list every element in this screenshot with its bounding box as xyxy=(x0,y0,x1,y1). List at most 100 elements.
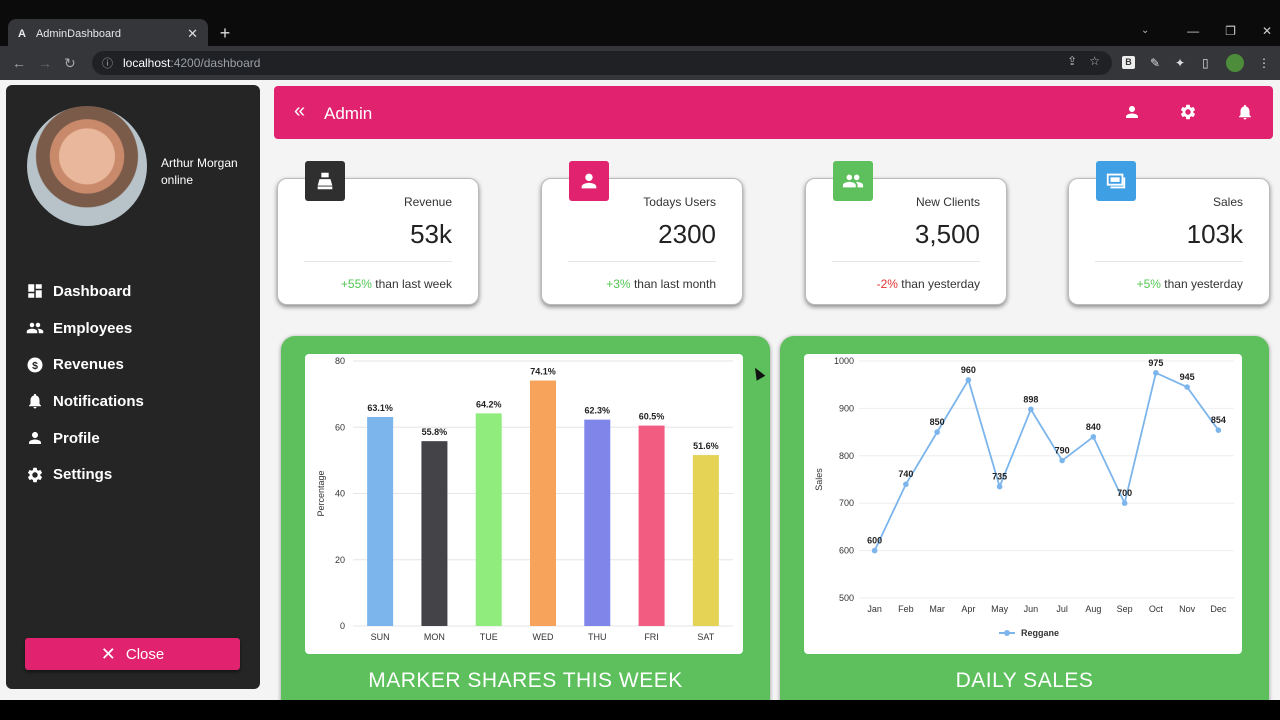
x-tick-label: Jan xyxy=(867,604,882,614)
group-icon xyxy=(842,174,864,188)
card-change-suffix: than last week xyxy=(371,277,452,291)
bar-data-label: 64.2% xyxy=(476,399,502,409)
point-data-label: 735 xyxy=(992,472,1007,482)
browser-menu-icon[interactable]: ⋮ xyxy=(1258,56,1270,70)
card-badge xyxy=(833,161,873,201)
sidebar-item-employees[interactable]: Employees xyxy=(26,310,144,347)
line-chart-title: DAILY SALES xyxy=(955,669,1094,692)
minimize-icon[interactable]: — xyxy=(1187,24,1200,38)
stat-card-revenue: Revenue 53k +55% than last week xyxy=(277,161,479,305)
point-data-label: 898 xyxy=(1023,394,1038,404)
card-change-suffix: than last month xyxy=(630,277,716,291)
sidebar-item-revenues[interactable]: $ Revenues xyxy=(26,346,144,383)
screen-bottom-edge xyxy=(0,700,1280,720)
card-badge xyxy=(1096,161,1136,201)
data-point xyxy=(1028,406,1034,413)
point-data-label: 600 xyxy=(867,536,882,546)
point-data-label: 960 xyxy=(961,365,976,375)
x-tick-label: TUE xyxy=(480,632,498,642)
close-button-label: Close xyxy=(125,645,165,663)
browser-tab[interactable]: A AdminDashboard ✕ xyxy=(8,19,208,48)
new-tab-button[interactable]: + xyxy=(219,23,231,43)
account-icon[interactable] xyxy=(1123,103,1141,121)
y-tick-label: 800 xyxy=(839,451,854,461)
x-tick-label: Apr xyxy=(961,604,975,614)
restore-icon[interactable]: ❐ xyxy=(1225,24,1236,38)
bar-data-label: 55.8% xyxy=(422,427,448,437)
bar xyxy=(367,416,394,626)
x-tick-label: SAT xyxy=(697,632,714,642)
data-point xyxy=(934,429,940,435)
line-chart: 500 600 700 800 900 1000 Sales 600 740 850 960 735 8… xyxy=(814,356,1234,638)
point-data-label: 945 xyxy=(1180,372,1195,382)
window-controls: — ❐ ✕ xyxy=(1187,24,1272,38)
x-tick-label: SUN xyxy=(371,632,390,642)
sidebar: Arthur Morgan online Dashboard Employees… xyxy=(6,85,260,689)
sidebar-item-notifications[interactable]: Notifications xyxy=(26,383,144,420)
sidebar-item-label: Settings xyxy=(53,466,113,484)
sidebar-item-settings[interactable]: Settings xyxy=(26,456,144,493)
card-change-suffix: than yesterday xyxy=(1160,277,1243,291)
card-change: +55% xyxy=(340,277,372,291)
y-tick-label: 80 xyxy=(335,356,345,366)
url-input[interactable]: ⓘ localhost:4200/dashboard ⇪ ☆ xyxy=(92,51,1112,75)
side-panel-icon[interactable]: ▯ xyxy=(1202,56,1209,70)
x-tick-label: Jul xyxy=(1056,604,1068,614)
settings-icon[interactable] xyxy=(1179,103,1197,121)
sidebar-item-dashboard[interactable]: Dashboard xyxy=(26,273,144,310)
puzzle-extension-icon[interactable]: ✦ xyxy=(1175,56,1186,70)
y-tick-label: 900 xyxy=(839,403,854,413)
share-icon[interactable]: ⇪ xyxy=(1067,54,1078,68)
card-badge xyxy=(305,161,345,201)
gear-icon xyxy=(27,467,43,482)
bar xyxy=(530,380,556,626)
tab-close-icon[interactable]: ✕ xyxy=(187,25,198,41)
card-label: Revenue xyxy=(403,195,452,209)
profile-avatar-icon[interactable] xyxy=(1226,54,1244,72)
browser-tab-strip: A AdminDashboard ✕ + ⌄ — ❐ ✕ xyxy=(0,0,1280,48)
address-bar-row: ← → ↻ ⓘ localhost:4200/dashboard ⇪ ☆ B ✎… xyxy=(0,46,1280,80)
card-divider xyxy=(832,261,980,262)
site-info-icon[interactable]: ⓘ xyxy=(102,58,113,70)
point-data-label: 975 xyxy=(1148,358,1163,368)
x-tick-label: May xyxy=(991,604,1009,614)
y-tick-label: 1000 xyxy=(834,356,854,366)
sidebar-item-label: Dashboard xyxy=(53,282,132,300)
point-data-label: 790 xyxy=(1055,446,1070,456)
bar xyxy=(584,419,611,626)
series-line-reggane xyxy=(873,371,1220,551)
person-icon xyxy=(29,432,41,445)
collapse-sidebar-icon[interactable]: « xyxy=(294,100,306,122)
bar xyxy=(692,455,719,626)
card-change: +3% xyxy=(606,277,631,291)
reload-icon[interactable]: ↻ xyxy=(64,55,76,71)
notifications-bell-icon[interactable] xyxy=(1236,103,1254,121)
back-icon[interactable]: ← xyxy=(12,55,26,71)
data-point xyxy=(1121,500,1128,506)
x-tick-label: Oct xyxy=(1149,604,1164,614)
sidebar-item-label: Revenues xyxy=(53,356,124,374)
card-footer: +55% than last week xyxy=(341,277,452,291)
extension-b-icon[interactable]: B xyxy=(1122,56,1135,69)
y-tick-label: 20 xyxy=(335,555,345,565)
x-tick-label: Mar xyxy=(929,604,945,614)
bar-chart-container: 0 20 40 60 80 Percentage 63.1% SUN 55.8% MON 64.2%… xyxy=(305,354,743,654)
close-sidebar-button[interactable]: ✕ Close xyxy=(25,638,240,670)
card-footer: +3% than last month xyxy=(606,277,716,291)
tab-search-icon[interactable]: ⌄ xyxy=(1141,25,1150,36)
bar-chart: 0 20 40 60 80 Percentage 63.1% SUN 55.8% MON 64.2%… xyxy=(316,356,733,642)
x-tick-label: MON xyxy=(424,632,445,642)
card-value: 103k xyxy=(1186,219,1243,249)
svg-text:$: $ xyxy=(32,359,38,371)
card-divider xyxy=(1095,261,1243,262)
point-data-label: 840 xyxy=(1086,422,1101,432)
sidebar-item-label: Notifications xyxy=(53,392,144,410)
pen-extension-icon[interactable]: ✎ xyxy=(1150,56,1161,70)
bookmark-star-icon[interactable]: ☆ xyxy=(1089,54,1100,68)
sidebar-item-profile[interactable]: Profile xyxy=(26,420,144,457)
window-close-icon[interactable]: ✕ xyxy=(1261,24,1272,38)
forward-icon[interactable]: → xyxy=(38,55,52,71)
card-footer: +5% than yesterday xyxy=(1137,277,1243,291)
x-tick-label: FRI xyxy=(644,632,659,642)
top-bar: « Admin xyxy=(274,86,1273,139)
